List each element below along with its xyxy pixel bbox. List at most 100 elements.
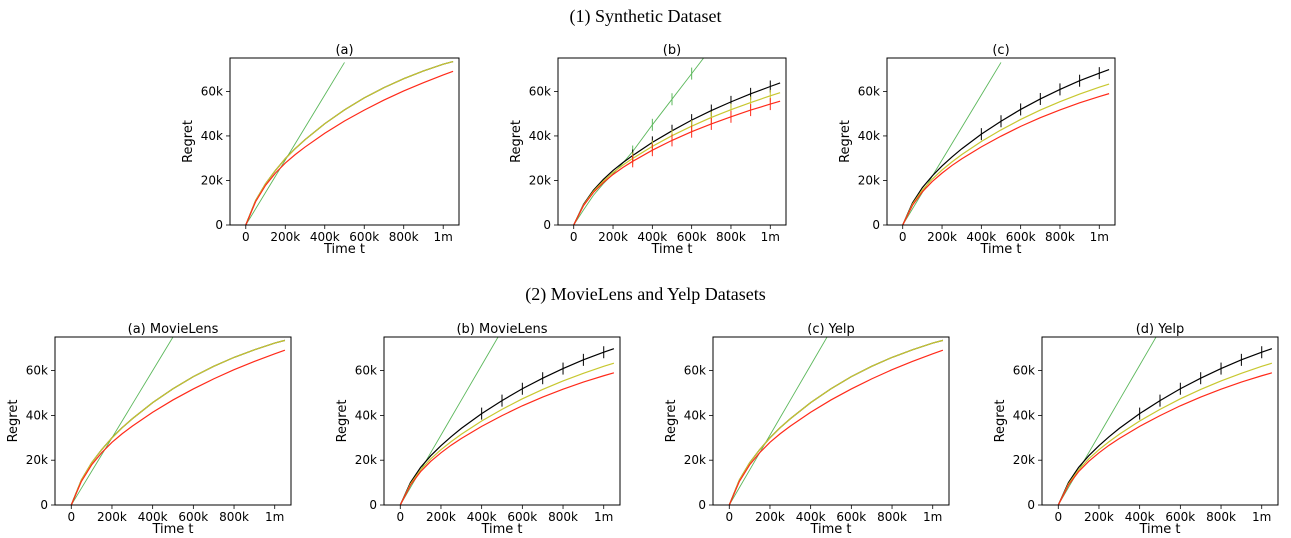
y-axis-label: Regret [838,120,853,163]
series-line-red [70,349,286,505]
series-line-red [1057,372,1273,505]
x-tick-label: 1m [265,510,284,524]
x-tick-label: 600k [349,230,379,244]
y-tick-label: 20k [355,453,377,467]
series-line-black [573,82,781,225]
series-line-yellow [399,362,615,505]
x-tick-label: 400k [467,510,497,524]
x-tick-label: 200k [755,510,785,524]
x-axis-label: Time t [480,522,522,537]
x-tick-label: 800k [548,510,578,524]
y-tick-label: 20k [1013,453,1035,467]
y-axis-label: Regret [993,400,1008,443]
x-tick-label: 0 [570,230,578,244]
series-line-yellow [245,60,454,225]
x-tick-label: 600k [677,230,707,244]
row1-title: (1) Synthetic Dataset [569,6,722,26]
y-axis-label: Regret [335,400,350,443]
x-tick-label: 200k [598,230,628,244]
series-line-black [728,339,944,505]
x-tick-label: 0 [725,510,733,524]
x-tick-label: 400k [966,230,996,244]
chart-title: (a) MovieLens [128,322,219,337]
y-tick-label: 20k [201,173,223,187]
x-axis-label: Time t [650,242,692,257]
chart-movielens-a: (a) MovieLens 0 200k 400k 600k 800k 1m 0 20k 40k 6… [6,322,292,537]
chart-synthetic-a: (a) 0 200k 400k 600k 800k 1m 0 20k 40k 60k Time t Re… [181,43,460,257]
x-tick-label: 600k [1165,510,1195,524]
y-tick-label: 0 [872,218,880,232]
chart-title: (b) [663,43,681,58]
x-tick-label: 400k [637,230,667,244]
series-line-black [70,339,286,505]
y-tick-label: 20k [858,173,880,187]
x-tick-label: 600k [507,510,537,524]
x-axis-label: Time t [979,242,1021,257]
x-tick-label: 600k [178,510,208,524]
plot-frame [557,57,787,226]
x-tick-label: 400k [1125,510,1155,524]
chart-yelp-d: (d) Yelp 0 200k 400k 600k 800k 1m 0 20k 40k 60k Tim… [993,322,1279,537]
row2-title: (2) MovieLens and Yelp Datasets [525,284,766,304]
series-line-red [245,70,454,225]
series-line-black [399,348,615,505]
series-line-green [728,337,828,505]
chart-title: (b) MovieLens [456,322,547,337]
x-tick-label: 0 [396,510,404,524]
x-tick-label: 200k [927,230,957,244]
y-tick-label: 60k [858,84,880,98]
x-tick-label: 1m [761,230,780,244]
series-line-green [399,337,499,505]
x-axis-label: Time t [323,242,365,257]
x-tick-label: 0 [899,230,907,244]
y-tick-label: 0 [1027,498,1035,512]
plot-frame [229,57,460,226]
x-tick-label: 800k [389,230,419,244]
series-line-red [399,372,615,505]
x-tick-label: 1m [594,510,613,524]
y-tick-label: 60k [684,364,706,378]
x-tick-label: 600k [836,510,866,524]
y-axis-label: Regret [181,120,196,163]
series-line-green [70,337,174,505]
y-tick-label: 60k [529,84,551,98]
series-line-green [902,62,1002,225]
y-tick-label: 40k [684,408,706,422]
y-tick-label: 0 [698,498,706,512]
x-tick-label: 0 [1054,510,1062,524]
y-tick-label: 40k [355,408,377,422]
y-tick-label: 0 [543,218,551,232]
plot-frame [383,336,621,506]
series-line-green [1057,337,1157,505]
y-tick-label: 20k [26,453,48,467]
chart-title: (c) Yelp [807,322,855,337]
y-tick-label: 40k [26,408,48,422]
x-tick-label: 400k [310,230,340,244]
chart-title: (d) Yelp [1136,322,1185,337]
chart-title: (c) [992,43,1009,58]
x-axis-label: Time t [809,522,851,537]
x-tick-label: 0 [242,230,250,244]
y-axis-label: Regret [664,400,679,443]
chart-title: (a) [335,43,353,58]
y-tick-label: 0 [215,218,223,232]
x-tick-label: 600k [1006,230,1036,244]
x-axis-label: Time t [151,522,193,537]
x-tick-label: 200k [426,510,456,524]
x-tick-label: 400k [796,510,826,524]
series-line-yellow [728,339,944,505]
y-tick-label: 40k [858,129,880,143]
x-tick-label: 1m [434,230,453,244]
chart-synthetic-c: (c) 0 200k 400k 600k 800k 1m 0 20k 40k 60k Time t Re… [838,43,1116,257]
x-tick-label: 200k [270,230,300,244]
y-tick-label: 60k [355,364,377,378]
x-tick-label: 200k [1084,510,1114,524]
series-line-red [728,349,944,505]
series-line-green [245,62,345,225]
y-tick-label: 60k [201,84,223,98]
series-line-red [902,93,1110,225]
series-line-green [573,58,705,225]
x-tick-label: 800k [716,230,746,244]
x-tick-label: 800k [1045,230,1075,244]
series-line-black [245,60,454,225]
